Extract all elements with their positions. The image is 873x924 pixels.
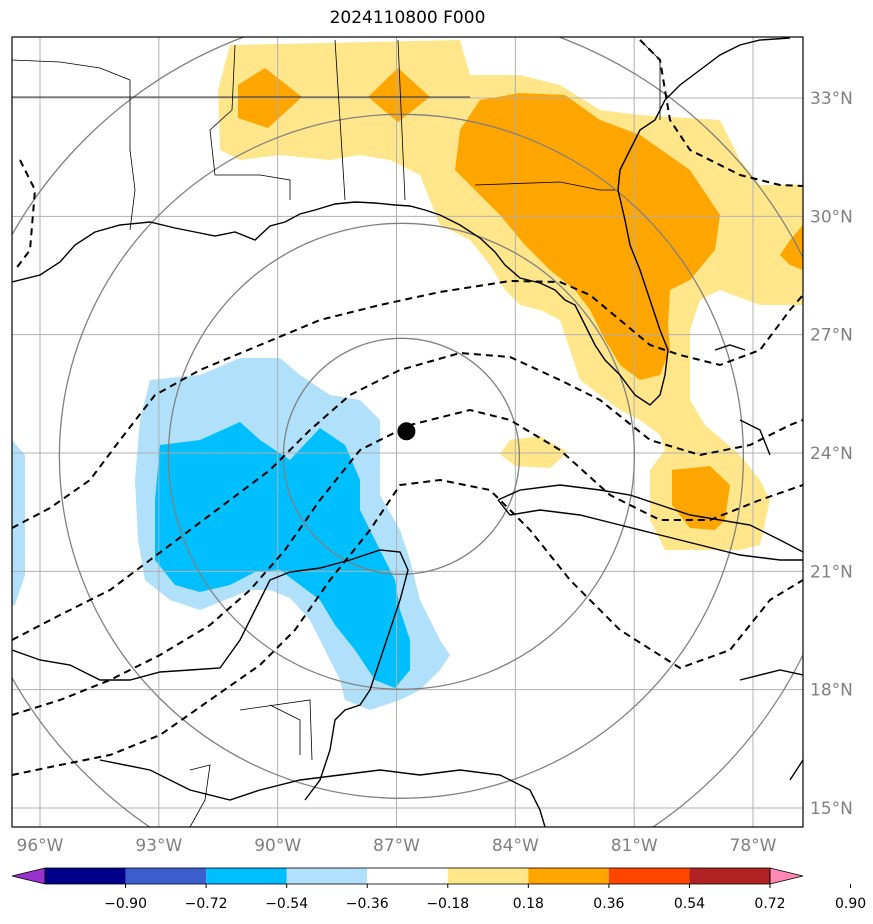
colorbar-segment	[286, 868, 368, 884]
lon-tick-label: 96°W	[17, 836, 64, 856]
map-frame	[11, 36, 804, 828]
negative-anomaly-fill-strong	[155, 422, 410, 688]
lat-lon-gridlines	[12, 37, 803, 827]
colorbar-tick-label: 0.90	[835, 896, 866, 912]
longitude-labels: 96°W 93°W 90°W 87°W 84°W 81°W 78°W	[17, 836, 777, 856]
colorbar-segment	[45, 868, 126, 884]
lat-tick-label: 33°N	[810, 89, 853, 109]
colorbar-tick-label: 0.54	[674, 896, 705, 912]
colorbar-segment	[447, 868, 529, 884]
colorbar-tick-label: −0.90	[104, 896, 147, 912]
lon-tick-label: 84°W	[492, 836, 539, 856]
colorbar-tick-label: 0.36	[593, 896, 624, 912]
colorbar-segment	[689, 868, 770, 884]
political-borders	[12, 39, 661, 827]
lon-tick-label: 87°W	[373, 836, 420, 856]
range-ring	[167, 222, 636, 690]
lat-tick-label: 18°N	[810, 681, 853, 701]
colorbar-tick-label: −0.72	[185, 896, 228, 912]
lon-tick-label: 93°W	[135, 836, 182, 856]
colorbar-segment	[125, 868, 207, 884]
dashed-contours	[12, 39, 803, 776]
lat-tick-label: 15°N	[810, 799, 853, 819]
latitude-labels: 33°N 30°N 27°N 24°N 21°N 18°N 15°N	[810, 89, 853, 819]
colorbar-tick-label: −0.54	[265, 896, 308, 912]
colorbar	[11, 867, 804, 885]
colorbar-extend-low	[11, 867, 46, 885]
colorbar-segment	[367, 868, 448, 884]
coastlines	[12, 37, 803, 827]
colorbar-segment	[608, 868, 690, 884]
lon-tick-label: 90°W	[254, 836, 301, 856]
colorbar-tick-label: −0.18	[426, 896, 469, 912]
colorbar-extend-high	[769, 867, 804, 885]
lon-tick-label: 78°W	[730, 836, 777, 856]
colorbar-tick-label: −0.36	[346, 896, 389, 912]
colorbar-outline	[44, 867, 771, 885]
colorbar-segment	[528, 868, 609, 884]
colorbar-tick-label: 0.18	[513, 896, 544, 912]
lon-tick-label: 81°W	[611, 836, 658, 856]
lat-tick-label: 24°N	[810, 444, 853, 464]
colorbar-segment	[206, 868, 287, 884]
storm-center-marker	[397, 422, 416, 441]
lat-tick-label: 30°N	[810, 207, 853, 227]
colorbar-labels: −0.90 −0.72 −0.54 −0.36 −0.18 0.18 0.36 0.54 0.7…	[104, 884, 866, 912]
lat-tick-label: 27°N	[810, 326, 853, 346]
map-title: 2024110800 F000	[329, 8, 486, 28]
colorbar-tick-label: 0.72	[754, 896, 785, 912]
lat-tick-label: 21°N	[810, 562, 853, 582]
